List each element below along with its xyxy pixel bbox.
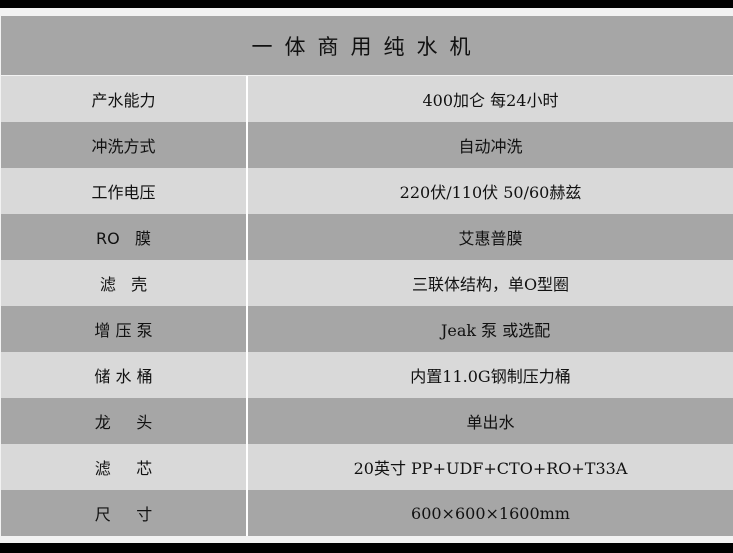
table-row: 尺 寸 600×600×1600mm — [1, 490, 733, 536]
table-row: 增 压 泵 Jeak 泵 或选配 — [1, 306, 733, 352]
table-row: 工作电压 220伏/110伏 50/60赫兹 — [1, 168, 733, 214]
spec-value: 艾惠普膜 — [458, 229, 523, 248]
spec-value: 600×600×1600mm — [411, 503, 570, 523]
spec-label: 储 水 桶 — [1, 352, 248, 398]
table-row: 滤 壳 三联体结构，单O型圈 — [1, 260, 733, 306]
spec-value: Jeak 泵 或选配 — [430, 321, 551, 340]
spec-value: 20英寸 PP+UDF+CTO+RO+T33A — [353, 459, 628, 478]
table-row: RO 膜 艾惠普膜 — [1, 214, 733, 260]
table-row: 储 水 桶 内置11.0G钢制压力桶 — [1, 352, 733, 398]
spec-label: 尺 寸 — [1, 490, 248, 536]
spec-label: 龙 头 — [1, 398, 248, 444]
spec-value: 220伏/110伏 50/60赫兹 — [399, 183, 582, 202]
spec-label: 增 压 泵 — [1, 306, 248, 352]
table-row: 产水能力 400加仑 每24小时 — [1, 76, 733, 122]
spec-label: RO 膜 — [1, 214, 248, 260]
table-row: 冲洗方式 自动冲洗 — [1, 122, 733, 168]
bottom-border — [0, 543, 733, 553]
page-title: 一体商用纯水机 — [1, 16, 733, 75]
spec-value: 内置11.0G钢制压力桶 — [410, 367, 571, 386]
top-border — [0, 0, 733, 8]
spec-label: 滤 壳 — [1, 260, 248, 306]
spec-value: 400加仑 每24小时 — [422, 91, 559, 110]
table-row: 龙 头 单出水 — [1, 398, 733, 444]
spec-value: 自动冲洗 — [458, 137, 523, 156]
spec-label: 工作电压 — [1, 168, 248, 214]
spec-table: 产水能力 400加仑 每24小时冲洗方式 自动冲洗工作电压 220伏/110伏 50/… — [1, 76, 733, 536]
spec-label: 产水能力 — [1, 76, 248, 122]
spec-value: 单出水 — [466, 413, 515, 432]
table-row: 滤 芯 20英寸 PP+UDF+CTO+RO+T33A — [1, 444, 733, 490]
spec-label: 滤 芯 — [1, 444, 248, 490]
spec-value: 三联体结构，单O型圈 — [411, 275, 570, 294]
spec-label: 冲洗方式 — [1, 122, 248, 168]
